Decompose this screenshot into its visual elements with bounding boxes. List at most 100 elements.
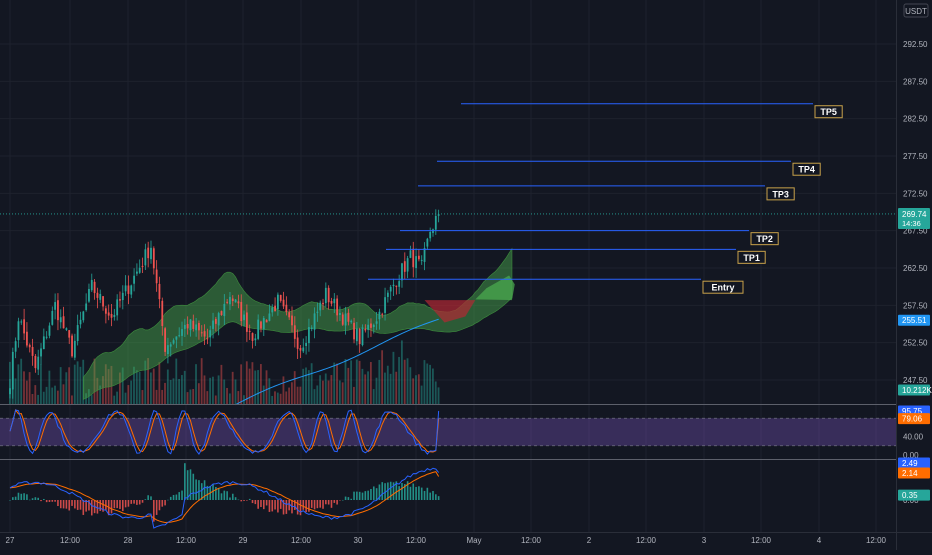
currency-box[interactable] xyxy=(903,3,929,18)
candle[interactable] xyxy=(262,316,265,336)
candle[interactable] xyxy=(172,338,175,345)
candle[interactable] xyxy=(20,319,23,325)
candle[interactable] xyxy=(285,296,288,316)
candle[interactable] xyxy=(147,241,150,268)
candle[interactable] xyxy=(65,327,68,332)
candle[interactable] xyxy=(333,293,336,313)
candle[interactable] xyxy=(212,312,214,339)
candle[interactable] xyxy=(277,292,279,316)
candle[interactable] xyxy=(150,240,152,264)
candle[interactable] xyxy=(189,318,192,337)
candle[interactable] xyxy=(358,327,361,353)
candle[interactable] xyxy=(107,304,110,321)
candle[interactable] xyxy=(82,310,85,323)
candle[interactable] xyxy=(198,320,200,340)
candle[interactable] xyxy=(409,245,412,259)
candle[interactable] xyxy=(73,333,76,361)
candle[interactable] xyxy=(322,298,324,310)
candle[interactable] xyxy=(237,294,240,309)
candle[interactable] xyxy=(37,349,40,376)
candle[interactable] xyxy=(42,328,45,350)
candle[interactable] xyxy=(220,310,223,316)
candle[interactable] xyxy=(104,305,107,324)
candle[interactable] xyxy=(102,296,104,311)
candle[interactable] xyxy=(155,260,158,292)
candle[interactable] xyxy=(167,337,169,364)
candle[interactable] xyxy=(319,300,322,317)
macd-pane[interactable] xyxy=(9,463,440,529)
candle[interactable] xyxy=(214,316,217,332)
candle[interactable] xyxy=(274,297,276,312)
candle[interactable] xyxy=(23,308,25,341)
candle[interactable] xyxy=(308,318,310,352)
candle[interactable] xyxy=(313,307,316,339)
candle[interactable] xyxy=(378,308,381,330)
candle[interactable] xyxy=(178,327,181,338)
candle[interactable] xyxy=(327,285,330,310)
candle[interactable] xyxy=(257,314,260,341)
candle[interactable] xyxy=(124,275,127,296)
candle[interactable] xyxy=(226,298,229,305)
candle[interactable] xyxy=(40,343,42,365)
candle[interactable] xyxy=(59,309,62,329)
candle[interactable] xyxy=(110,303,113,327)
candle[interactable] xyxy=(243,310,245,327)
candle[interactable] xyxy=(136,263,138,276)
candle[interactable] xyxy=(282,291,285,309)
candle[interactable] xyxy=(364,324,367,333)
candles[interactable] xyxy=(9,209,440,399)
candle[interactable] xyxy=(251,332,254,349)
candle[interactable] xyxy=(381,312,384,318)
candle[interactable] xyxy=(45,331,48,340)
candle[interactable] xyxy=(265,319,268,323)
candle[interactable] xyxy=(223,294,226,326)
candle[interactable] xyxy=(138,259,141,274)
candle[interactable] xyxy=(90,273,93,293)
candle[interactable] xyxy=(353,317,355,344)
candle[interactable] xyxy=(245,304,248,342)
candle[interactable] xyxy=(79,311,82,329)
candle[interactable] xyxy=(234,298,237,303)
candle[interactable] xyxy=(121,285,124,310)
candle[interactable] xyxy=(372,323,375,334)
candle[interactable] xyxy=(31,338,34,366)
candle[interactable] xyxy=(113,308,116,321)
candle[interactable] xyxy=(9,378,11,399)
stoch-rsi-pane[interactable] xyxy=(0,408,896,455)
candle[interactable] xyxy=(54,293,57,320)
candle[interactable] xyxy=(161,297,164,336)
candle[interactable] xyxy=(260,320,262,333)
candle[interactable] xyxy=(398,274,401,295)
candle[interactable] xyxy=(200,325,203,337)
candle[interactable] xyxy=(268,304,271,322)
candle[interactable] xyxy=(361,324,364,347)
candle[interactable] xyxy=(355,321,358,346)
candle[interactable] xyxy=(429,227,432,242)
level-tp5[interactable]: TP5 xyxy=(461,103,843,119)
candle[interactable] xyxy=(415,248,417,278)
candle[interactable] xyxy=(195,317,198,337)
candle[interactable] xyxy=(330,297,333,307)
candle[interactable] xyxy=(389,284,392,300)
candle[interactable] xyxy=(299,345,302,358)
candle[interactable] xyxy=(288,309,291,320)
candle[interactable] xyxy=(206,328,209,345)
candle[interactable] xyxy=(88,283,90,303)
candle[interactable] xyxy=(401,262,403,288)
candle[interactable] xyxy=(51,306,54,326)
candle[interactable] xyxy=(386,290,389,303)
candle[interactable] xyxy=(395,285,398,295)
candle[interactable] xyxy=(57,293,59,331)
candle[interactable] xyxy=(152,246,155,275)
candle[interactable] xyxy=(423,242,426,271)
candle[interactable] xyxy=(68,330,71,344)
candle[interactable] xyxy=(26,322,28,348)
candle[interactable] xyxy=(406,255,409,279)
candle[interactable] xyxy=(316,302,319,322)
candle[interactable] xyxy=(412,241,415,278)
candle[interactable] xyxy=(127,275,130,305)
candle[interactable] xyxy=(85,293,88,312)
candle[interactable] xyxy=(141,257,144,273)
candle[interactable] xyxy=(418,249,420,262)
